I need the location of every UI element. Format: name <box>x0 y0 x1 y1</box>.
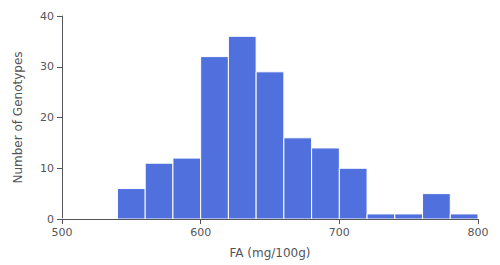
svg-text:10: 10 <box>40 162 54 175</box>
svg-text:500: 500 <box>52 226 73 239</box>
svg-text:40: 40 <box>40 10 54 23</box>
svg-text:0: 0 <box>47 213 54 226</box>
svg-text:600: 600 <box>190 226 211 239</box>
svg-text:30: 30 <box>40 60 54 73</box>
svg-text:800: 800 <box>468 226 489 239</box>
svg-text:20: 20 <box>40 111 54 124</box>
svg-text:Number of Genotypes: Number of Genotypes <box>11 51 25 183</box>
svg-text:FA (mg/100g): FA (mg/100g) <box>229 246 310 260</box>
svg-text:700: 700 <box>329 226 350 239</box>
